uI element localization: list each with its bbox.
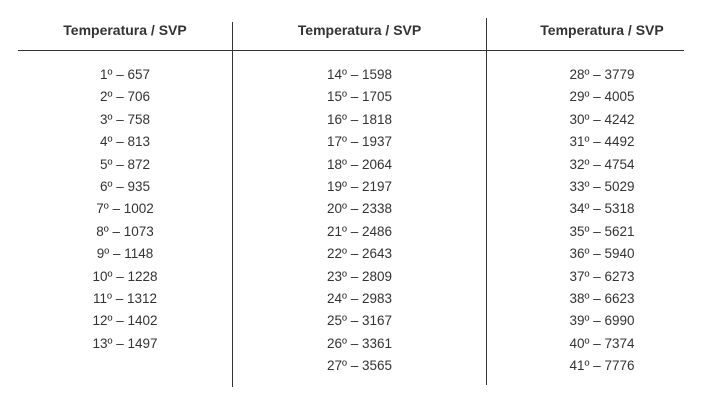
table-cell: 5º – 872 — [100, 156, 150, 172]
table-cell: 37º – 6273 — [569, 268, 635, 284]
header-divider — [18, 50, 684, 51]
table-cell: 18º – 2064 — [327, 156, 392, 172]
table-cell: 36º – 5940 — [569, 246, 635, 262]
table-cell: 41º – 7776 — [569, 358, 635, 374]
table-cell: 24º – 2983 — [327, 290, 392, 306]
table-cell: 14º – 1598 — [327, 67, 392, 82]
table-cell: 1º – 657 — [100, 67, 150, 82]
table-cell: 33º – 5029 — [569, 178, 635, 194]
column-header: Temperatura / SVP — [540, 22, 664, 38]
table-cell: 6º – 935 — [100, 178, 150, 194]
table-cell: 22º – 2643 — [327, 246, 392, 262]
table-cell: 31º – 4492 — [569, 134, 635, 150]
table-cell: 34º – 5318 — [569, 201, 635, 217]
table-cell: 12º – 1402 — [92, 313, 158, 329]
table-cell: 20º – 2338 — [327, 201, 392, 217]
table-cell: 32º – 4754 — [569, 156, 635, 172]
table-cell: 29º – 4005 — [569, 89, 635, 105]
table-cell: 27º – 3565 — [327, 358, 392, 374]
table-cell: 11º – 1312 — [93, 290, 157, 306]
table-cell: 38º – 6623 — [569, 290, 635, 306]
table-cell: 25º – 3167 — [327, 313, 392, 329]
table-cell: 23º – 2809 — [327, 268, 392, 284]
column-header: Temperatura / SVP — [297, 22, 422, 38]
table-cell: 39º – 6990 — [569, 313, 635, 329]
table-cell: 2º – 706 — [100, 89, 150, 105]
table-cell: 8º – 1073 — [96, 223, 154, 239]
column-rows: 28º – 3779 29º – 4005 30º – 4242 31º – 4492… — [487, 64, 709, 377]
table-cell: 4º – 813 — [100, 134, 150, 150]
table-cell: 26º – 3361 — [327, 335, 392, 351]
table-cell: 13º – 1497 — [92, 335, 158, 351]
table-cell: 9º – 1148 — [96, 246, 154, 262]
table-cell: 19º – 2197 — [327, 178, 392, 194]
table-cell: 21º – 2486 — [327, 223, 392, 239]
table-cell: 17º – 1937 — [327, 134, 392, 150]
column-header: Temperatura / SVP — [63, 22, 187, 38]
table-cell: 10º – 1228 — [92, 268, 158, 284]
table-cell: 16º – 1818 — [327, 111, 392, 127]
table-cell: 28º – 3779 — [569, 67, 635, 82]
table-cell: 35º – 5621 — [569, 223, 635, 239]
column-divider-1 — [232, 22, 233, 387]
table-cell: 3º – 758 — [100, 111, 150, 127]
column-rows: 14º – 1598 15º – 1705 16º – 1818 17º – 1937… — [233, 64, 486, 377]
column-rows: 1º – 657 2º – 706 3º – 758 4º – 813 5º – 872… — [18, 64, 232, 355]
table-cell: 7º – 1002 — [96, 201, 154, 217]
table-cell: 40º – 7374 — [569, 335, 635, 351]
column-divider-2 — [486, 18, 487, 385]
table-cell: 15º – 1705 — [327, 89, 392, 105]
table-cell: 30º – 4242 — [569, 111, 635, 127]
